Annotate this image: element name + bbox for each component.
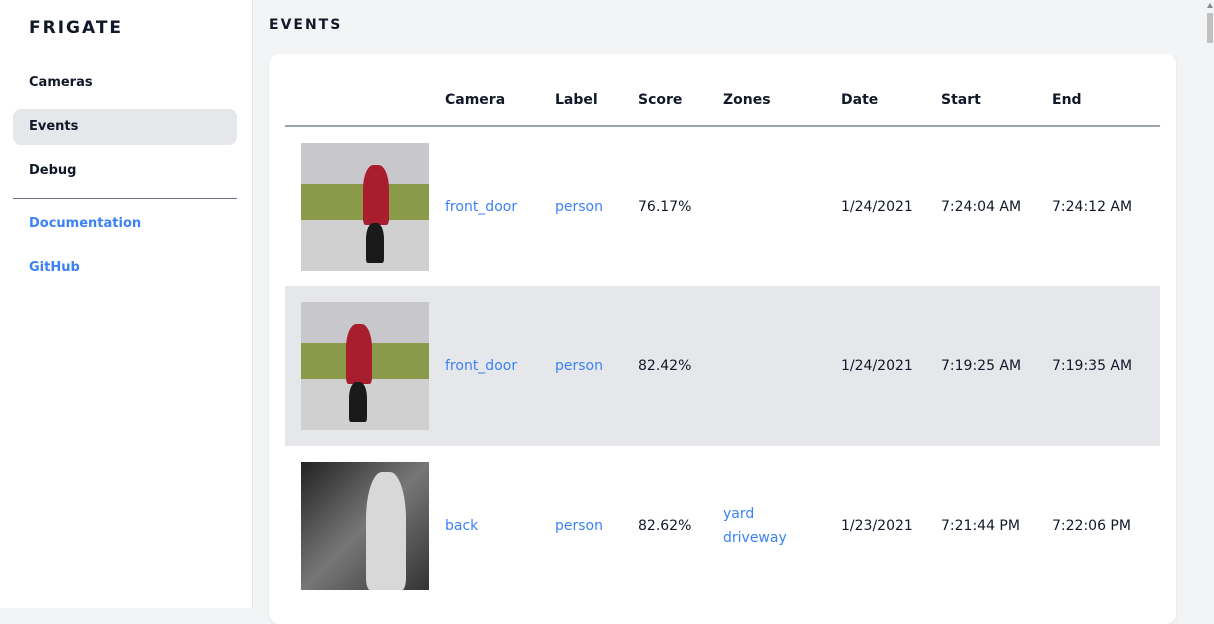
- event-thumbnail[interactable]: [301, 462, 429, 590]
- end-cell: 7:24:12 AM: [1052, 198, 1133, 215]
- camera-link[interactable]: front_door: [445, 358, 518, 374]
- sidebar-item-events[interactable]: Events: [13, 109, 237, 145]
- column-header-label: Label: [555, 74, 638, 127]
- scrollbar[interactable]: [1205, 0, 1214, 608]
- table-row[interactable]: front_door person 82.42% 1/24/2021 7:19:25 A…: [285, 286, 1160, 446]
- scrollbar-thumb[interactable]: [1207, 13, 1213, 43]
- camera-link[interactable]: back: [445, 518, 479, 534]
- column-header-end: End: [1052, 74, 1160, 127]
- column-header-camera: Camera: [445, 74, 555, 127]
- column-header-score: Score: [638, 74, 723, 127]
- score-cell: 82.42%: [638, 286, 723, 446]
- date-cell: 1/24/2021: [841, 286, 941, 446]
- sidebar-item-cameras[interactable]: Cameras: [29, 75, 93, 90]
- date-cell: 1/24/2021: [841, 198, 913, 215]
- events-table: Camera Label Score Zones Date Start End …: [285, 74, 1160, 606]
- score-cell: 82.62%: [638, 518, 692, 534]
- sidebar-link-github[interactable]: GitHub: [29, 260, 80, 275]
- start-cell: 7:21:44 PM: [941, 518, 1020, 534]
- sidebar: FRIGATE Cameras Events Debug Documentati…: [0, 0, 253, 608]
- column-header-zones: Zones: [723, 74, 841, 127]
- zone-link[interactable]: yard: [723, 506, 755, 522]
- page-title: EVENTS: [269, 17, 343, 33]
- column-header-date: Date: [841, 74, 941, 127]
- sidebar-link-documentation[interactable]: Documentation: [29, 216, 142, 231]
- start-cell: 7:24:04 AM: [941, 198, 1022, 215]
- label-link[interactable]: person: [555, 358, 603, 374]
- events-card: Camera Label Score Zones Date Start End …: [269, 54, 1176, 624]
- zone-link[interactable]: driveway: [723, 530, 787, 546]
- sidebar-divider: [13, 198, 237, 199]
- end-cell: 7:22:06 PM: [1052, 518, 1131, 534]
- event-thumbnail[interactable]: [301, 302, 429, 430]
- label-link[interactable]: person: [555, 198, 603, 215]
- column-header-thumbnail: [285, 74, 445, 127]
- table-header: Camera Label Score Zones Date Start End: [285, 74, 1160, 127]
- camera-link[interactable]: front_door: [445, 198, 518, 215]
- table-row[interactable]: front_door person 76.17% 1/24/2021 7:24:04 A…: [285, 126, 1160, 286]
- start-cell: 7:19:25 AM: [941, 286, 1052, 446]
- date-cell: 1/23/2021: [841, 518, 913, 534]
- event-thumbnail[interactable]: [301, 142, 429, 271]
- end-cell: 7:19:35 AM: [1052, 286, 1160, 446]
- sidebar-item-debug[interactable]: Debug: [29, 163, 77, 178]
- column-header-start: Start: [941, 74, 1052, 127]
- app-logo: FRIGATE: [29, 18, 124, 38]
- table-row[interactable]: back person 82.62% yard driveway 1/23/2021 7:2…: [285, 446, 1160, 606]
- scroll-up-arrow-icon[interactable]: [1207, 3, 1213, 8]
- label-link[interactable]: person: [555, 518, 603, 534]
- score-cell: 76.17%: [638, 198, 692, 215]
